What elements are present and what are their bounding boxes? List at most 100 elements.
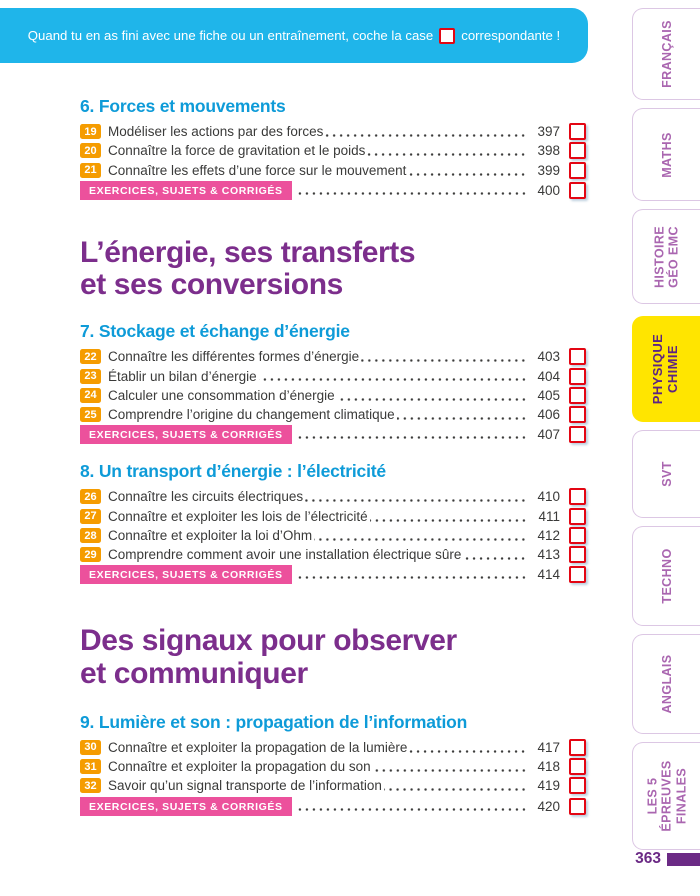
exercises-row: EXERCICES, SUJETS & CORRIGÉS 400 [80, 179, 586, 201]
toc-row: 21 Connaître les effets d’une force sur … [80, 160, 586, 180]
section-title-8: 8. Un transport d’énergie : l’électricit… [80, 461, 386, 482]
completion-checkbox[interactable] [569, 546, 586, 564]
fiche-number-badge: 25 [80, 407, 101, 423]
toc-item-label: Savoir qu’un signal transporte de l’info… [108, 778, 382, 794]
toc-row: 31 Connaître et exploiter la propagation… [80, 756, 586, 777]
completion-checkbox[interactable] [569, 348, 586, 366]
toc-item-label: Modéliser les actions par des forces [108, 124, 324, 140]
completion-checkbox[interactable] [569, 142, 586, 160]
completion-checkbox[interactable] [569, 777, 586, 795]
completion-checkbox[interactable] [569, 161, 586, 179]
completion-checkbox[interactable] [569, 406, 586, 424]
banner-checkbox-icon [439, 27, 456, 44]
toc-row: 25 Comprendre l’origine du changement cl… [80, 404, 586, 425]
dot-leader [258, 366, 527, 386]
fiche-number-badge: 21 [80, 162, 101, 178]
completion-checkbox[interactable] [569, 386, 586, 404]
fiche-number-badge: 30 [80, 739, 101, 755]
page-number: 405 [537, 387, 560, 403]
dot-leader [463, 545, 527, 565]
fiche-number-badge: 28 [80, 528, 101, 543]
toc-row: 22 Connaître les différentes formes d’én… [80, 347, 586, 367]
part-title-energie: L’énergie, ses transferts et ses convers… [80, 235, 416, 301]
toc-item-label: Connaître et exploiter la propagation du… [108, 759, 371, 775]
fiche-number-badge: 19 [80, 124, 101, 140]
page-number: 399 [537, 162, 560, 178]
dot-leader [409, 737, 527, 757]
dot-leader [408, 160, 527, 180]
page-number: 406 [537, 407, 560, 423]
tab-label: ANGLAIS [659, 654, 674, 714]
exercises-badge: EXERCICES, SUJETS & CORRIGÉS [80, 796, 292, 816]
folio-bar [667, 853, 700, 866]
completion-checkbox[interactable] [569, 566, 586, 584]
dot-leader [297, 179, 527, 201]
completion-checkbox[interactable] [569, 181, 586, 199]
dot-leader [396, 404, 527, 425]
completion-checkbox[interactable] [569, 488, 586, 506]
fiche-number-badge: 23 [80, 368, 101, 384]
toc-row: 32 Savoir qu’un signal transporte de l’i… [80, 776, 586, 796]
page-number: 400 [537, 182, 560, 198]
tab-histoire-geo-emc[interactable]: HISTOIRE GÉO EMC [632, 209, 700, 304]
page-number: 419 [537, 778, 560, 794]
toc-item-label: Connaître et exploiter les lois de l’éle… [108, 508, 368, 524]
page-number: 407 [537, 427, 560, 443]
completion-checkbox[interactable] [569, 527, 586, 544]
table-of-contents: 6. Forces et mouvements 19 Modéliser les… [80, 63, 586, 817]
toc-row: 19 Modéliser les actions par des forces … [80, 122, 586, 142]
tab-anglais[interactable]: ANGLAIS [632, 634, 700, 734]
toc-row: 26 Connaître les circuits électriques 41… [80, 487, 586, 507]
page-number: 420 [537, 798, 560, 814]
toc-item-label: Établir un bilan d’énergie [108, 368, 257, 384]
completion-checkbox[interactable] [569, 738, 586, 756]
tab-maths[interactable]: MATHS [632, 108, 700, 201]
page-number: 404 [537, 368, 560, 384]
toc-item-label: Comprendre l’origine du changement clima… [108, 407, 395, 423]
tab-label: HISTOIRE GÉO EMC [652, 225, 681, 288]
exercises-row: EXERCICES, SUJETS & CORRIGÉS 420 [80, 795, 586, 817]
completion-checkbox[interactable] [569, 367, 586, 385]
tab-label: MATHS [659, 131, 674, 178]
tab-francais[interactable]: FRANÇAIS [632, 8, 700, 100]
toc-item-label: Connaître les circuits électriques [108, 489, 304, 505]
tab-svt[interactable]: SVT [632, 430, 700, 518]
dot-leader [369, 506, 527, 526]
exercises-badge: EXERCICES, SUJETS & CORRIGÉS [80, 425, 292, 445]
toc-item-label: Connaître et exploiter la loi d’Ohm [108, 528, 313, 543]
fiche-number-badge: 29 [80, 547, 101, 563]
tab-label: PHYSIQUE CHIMIE [650, 333, 680, 405]
page-number: 417 [537, 739, 560, 755]
exercises-row: EXERCICES, SUJETS & CORRIGÉS 407 [80, 424, 586, 446]
page-number: 418 [537, 759, 560, 775]
dot-leader [297, 564, 527, 586]
page-number: 397 [537, 124, 560, 140]
section-title-6: 6. Forces et mouvements [80, 96, 286, 116]
dot-leader [361, 347, 527, 367]
tab-label: TECHNO [659, 548, 674, 604]
dot-leader [297, 795, 527, 817]
completion-checkbox[interactable] [569, 797, 586, 815]
completion-checkbox[interactable] [569, 507, 586, 525]
completion-checkbox[interactable] [569, 123, 586, 141]
dot-leader [336, 385, 527, 405]
completion-checkbox[interactable] [569, 426, 586, 444]
page-number: 398 [537, 143, 560, 159]
tab-physique-chimie[interactable]: PHYSIQUE CHIMIE [632, 316, 700, 422]
fiche-number-badge: 26 [80, 489, 101, 505]
tab-les-5-epreuves-finales[interactable]: LES 5 ÉPREUVES FINALES [632, 742, 700, 850]
completion-checkbox[interactable] [569, 758, 586, 776]
section-title-9: 9. Lumière et son : propagation de l’inf… [80, 711, 468, 732]
toc-item-label: Comprendre comment avoir une installatio… [108, 547, 462, 563]
fiche-number-badge: 31 [80, 759, 101, 775]
toc-row: 24 Calculer une consommation d’énergie 4… [80, 385, 586, 405]
tab-techno[interactable]: TECHNO [632, 526, 700, 626]
page-number: 413 [537, 547, 560, 563]
section-title-7: 7. Stockage et échange d’énergie [80, 321, 350, 342]
banner-text-after: correspondante ! [461, 28, 561, 43]
toc-item-label: Connaître la force de gravitation et le … [108, 143, 366, 159]
fiche-number-badge: 20 [80, 143, 101, 159]
fiche-number-badge: 32 [80, 778, 101, 794]
exercises-badge: EXERCICES, SUJETS & CORRIGÉS [80, 565, 292, 585]
tab-label: FRANÇAIS [659, 20, 674, 88]
